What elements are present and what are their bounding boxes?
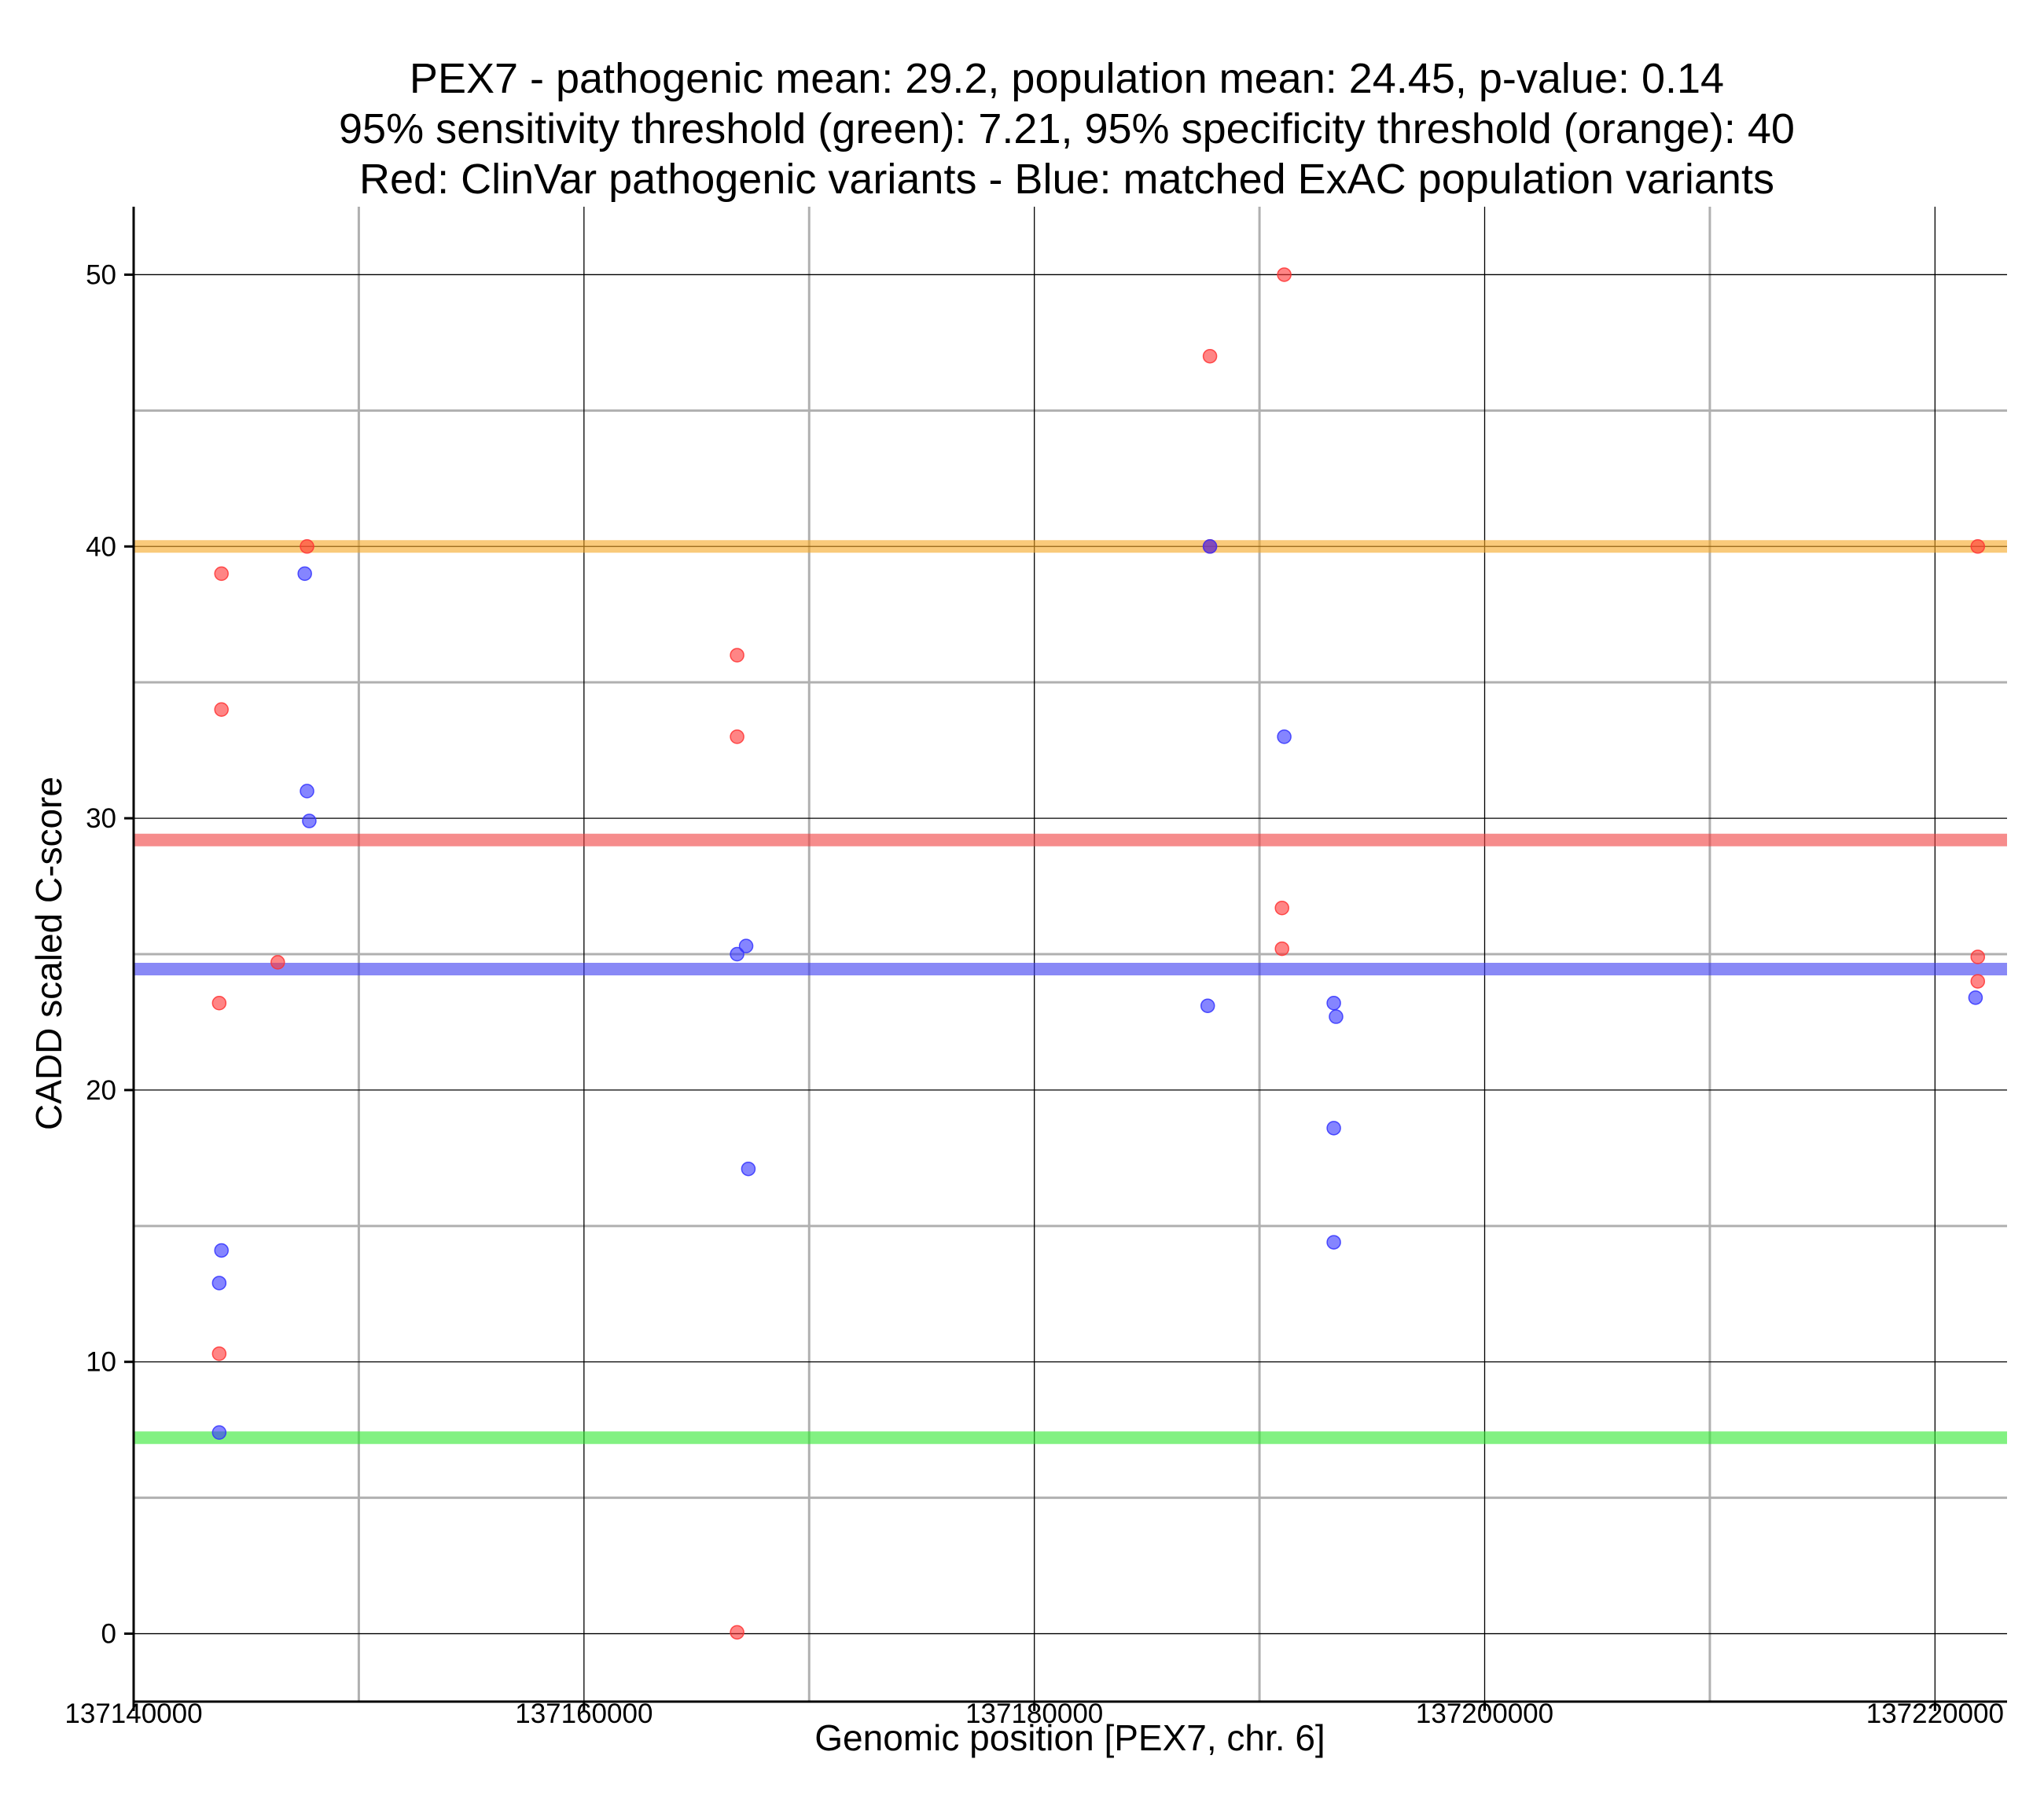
x-tick-label: 137200000 bbox=[1416, 1698, 1553, 1729]
exac-population-point bbox=[1202, 539, 1218, 554]
exac-population-point bbox=[211, 1425, 227, 1440]
exac-population-point bbox=[1326, 1121, 1341, 1136]
exac-population-point bbox=[211, 1276, 227, 1291]
y-tick-label: 40 bbox=[86, 531, 116, 562]
exac-population-point bbox=[1326, 995, 1341, 1011]
reference-lines bbox=[134, 540, 2007, 1445]
y-tick-label: 50 bbox=[86, 259, 116, 290]
y-tick-label: 0 bbox=[101, 1619, 116, 1650]
exac-population-point bbox=[1277, 729, 1292, 744]
y-axis-title: CADD scaled C-score bbox=[28, 777, 69, 1130]
clinvar-pathogenic-point bbox=[1202, 348, 1218, 364]
grid-layer bbox=[133, 207, 2007, 1702]
exac-population-point bbox=[1200, 998, 1215, 1013]
x-tick-label: 137160000 bbox=[515, 1698, 653, 1729]
clinvar-pathogenic-point bbox=[730, 648, 744, 663]
x-tick-label: 137180000 bbox=[965, 1698, 1103, 1729]
y-tick-label: 30 bbox=[86, 803, 116, 834]
x-tick-label: 137140000 bbox=[64, 1698, 202, 1729]
exac-population-point bbox=[214, 1243, 229, 1258]
axes bbox=[124, 207, 2007, 1711]
clinvar-pathogenic-point bbox=[1970, 949, 1986, 964]
x-axis-title: Genomic position [PEX7, chr. 6] bbox=[814, 1717, 1325, 1758]
y-tick-label: 10 bbox=[86, 1347, 116, 1378]
clinvar-pathogenic-point bbox=[1277, 267, 1292, 282]
chart-title-line-3: Red: ClinVar pathogenic variants - Blue:… bbox=[359, 156, 1774, 203]
clinvar-pathogenic-point bbox=[1970, 974, 1986, 989]
clinvar-pathogenic-point bbox=[1274, 900, 1289, 916]
clinvar-pathogenic-point bbox=[214, 702, 229, 718]
clinvar-pathogenic-point bbox=[214, 566, 229, 582]
clinvar-pathogenic-point bbox=[730, 729, 744, 744]
clinvar-pathogenic-point bbox=[211, 1346, 227, 1361]
exac-population-point bbox=[302, 813, 317, 828]
y-tick-label: 20 bbox=[86, 1075, 116, 1106]
exac-population-point bbox=[738, 938, 754, 953]
exac-population-point bbox=[297, 566, 312, 582]
exac-population-point bbox=[1329, 1009, 1344, 1024]
exac-population-point bbox=[741, 1161, 756, 1177]
clinvar-pathogenic-point bbox=[211, 995, 227, 1011]
exac-population-point bbox=[1968, 990, 1983, 1005]
data-points bbox=[211, 267, 1986, 1640]
chart-title-line-1: PEX7 - pathogenic mean: 29.2, population… bbox=[410, 55, 1724, 102]
exac-population-point bbox=[300, 784, 314, 799]
exac-population-point bbox=[1326, 1235, 1341, 1250]
tick-labels: 137140000 137160000 137180000 137200000 1372… bbox=[64, 259, 2004, 1729]
clinvar-pathogenic-point bbox=[730, 1625, 744, 1640]
clinvar-pathogenic-point bbox=[270, 955, 285, 970]
exac-population-point bbox=[730, 946, 744, 962]
clinvar-pathogenic-point bbox=[1274, 941, 1289, 957]
clinvar-pathogenic-point bbox=[300, 539, 314, 554]
chart-title-line-2: 95% sensitivity threshold (green): 7.21,… bbox=[339, 105, 1795, 152]
clinvar-pathogenic-point bbox=[1970, 539, 1986, 554]
x-tick-label: 137220000 bbox=[1866, 1698, 2004, 1729]
